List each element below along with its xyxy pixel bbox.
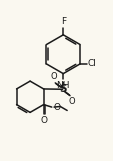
Text: NH: NH bbox=[56, 80, 69, 90]
Text: Cl: Cl bbox=[87, 59, 96, 68]
Text: S: S bbox=[58, 84, 66, 94]
Text: O: O bbox=[40, 116, 47, 125]
Text: O: O bbox=[50, 72, 56, 81]
Text: O: O bbox=[53, 103, 60, 112]
Text: F: F bbox=[60, 17, 65, 26]
Text: O: O bbox=[68, 97, 74, 106]
